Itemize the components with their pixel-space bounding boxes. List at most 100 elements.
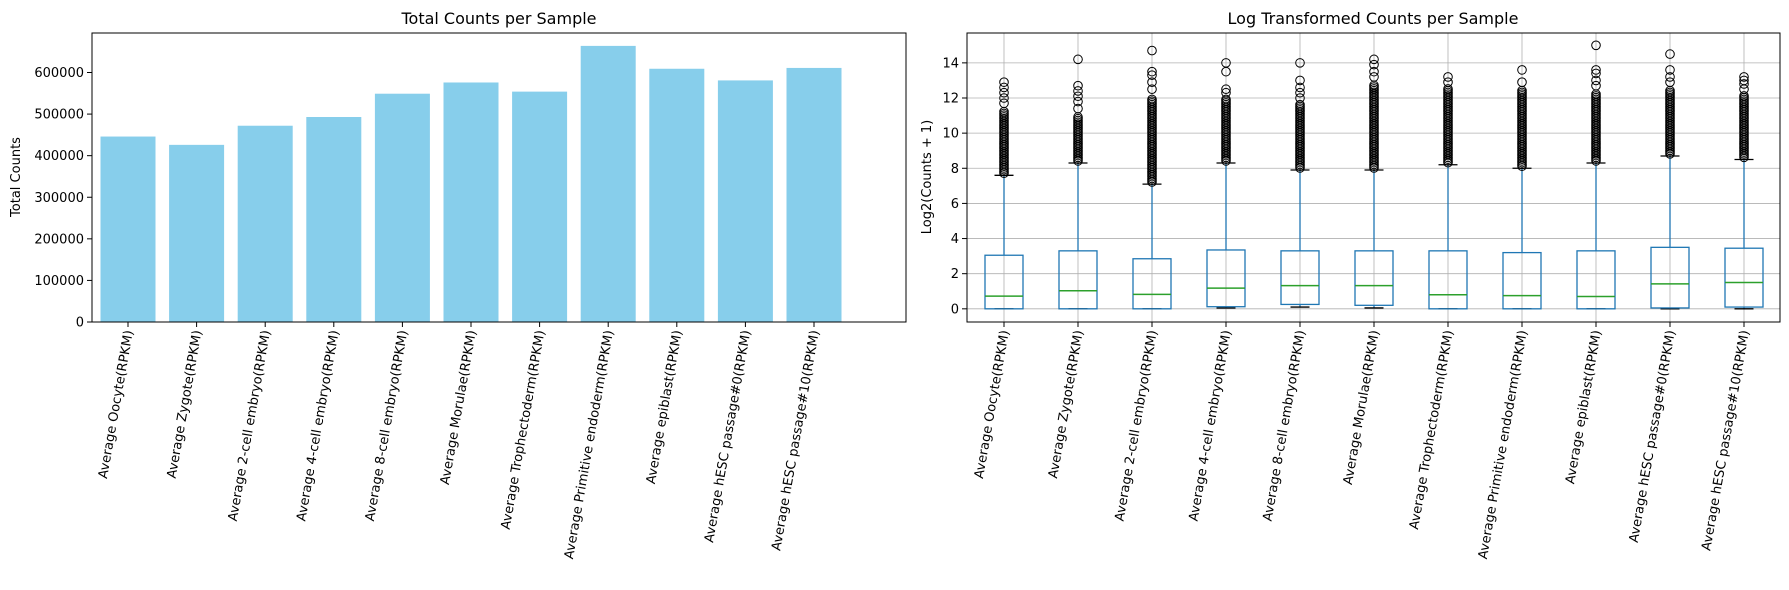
bar-chart-title: Total Counts per Sample <box>400 9 596 28</box>
outlier-point <box>999 93 1009 103</box>
x-tick-label: Average hESC passage#0(RPKM) <box>1627 329 1679 544</box>
box <box>1058 250 1098 310</box>
outlier-point <box>1295 75 1305 86</box>
box <box>1576 250 1616 310</box>
box-group <box>1206 58 1246 309</box>
bar <box>512 91 568 322</box>
bar <box>169 144 225 322</box>
outlier-point <box>1147 94 1157 105</box>
box <box>1354 250 1394 306</box>
x-tick-label: Average 2-cell embryo(RPKM) <box>1113 329 1161 522</box>
box-group <box>1502 65 1542 310</box>
outlier-point <box>1295 58 1305 68</box>
y-tick-label: 200000 <box>34 232 84 247</box>
box-group <box>1576 40 1616 310</box>
y-tick-label: 400000 <box>34 149 84 164</box>
x-tick-label: Average Morulae(RPKM) <box>438 329 480 486</box>
y-tick-label: 12 <box>942 92 959 107</box>
outlier-point <box>1073 80 1083 91</box>
outlier-point <box>999 98 1009 109</box>
outlier-point <box>1591 75 1601 86</box>
outlier-point <box>1443 72 1453 82</box>
box <box>1280 250 1320 306</box>
outlier-point <box>1739 91 1749 101</box>
y-tick-label: 100000 <box>34 274 84 289</box>
box <box>984 254 1024 310</box>
outlier-point <box>1665 77 1675 87</box>
box <box>1132 258 1172 310</box>
outlier-point <box>1665 65 1675 75</box>
outlier-point <box>1147 70 1157 80</box>
bar <box>100 136 156 322</box>
x-tick-label: Average 4-cell embryo(RPKM) <box>294 329 342 522</box>
bar <box>580 45 636 322</box>
bar <box>786 67 842 322</box>
box-group <box>1428 72 1468 310</box>
outlier-point <box>1147 84 1157 95</box>
outlier-point <box>1591 68 1601 79</box>
outlier-point <box>1221 58 1231 68</box>
x-tick-label: Average 4-cell embryo(RPKM) <box>1187 329 1235 522</box>
box-group <box>1354 54 1394 309</box>
outlier-point <box>1073 91 1083 102</box>
outlier-point <box>1665 49 1675 59</box>
outlier-point <box>1147 45 1157 56</box>
bar <box>649 68 705 322</box>
box-chart-yticks: 0 2 4 6 8 10 12 14 <box>942 56 967 317</box>
box-group <box>1058 54 1098 310</box>
y-tick-label: 8 <box>951 162 959 177</box>
y-tick-label: 2 <box>951 267 959 282</box>
bar-chart-bars <box>100 45 842 323</box>
outlier-point <box>1369 54 1379 65</box>
y-tick-label: 6 <box>951 197 959 212</box>
x-tick-label: Average Morulae(RPKM) <box>1341 329 1383 486</box>
box-group <box>1650 49 1690 310</box>
x-tick-label: Average hESC passage#0(RPKM) <box>702 329 754 544</box>
outlier-point <box>1665 72 1675 82</box>
outlier-point <box>1739 72 1749 82</box>
outlier-point <box>1517 77 1527 87</box>
box-group <box>984 77 1024 310</box>
outlier-point <box>1443 84 1453 94</box>
x-tick-label: Average Oocyte(RPKM) <box>972 329 1013 480</box>
outlier-point <box>1073 86 1083 96</box>
y-tick-label: 300000 <box>34 191 84 206</box>
box-chart-panel: Log Transformed Counts per Sample Log2(C… <box>920 9 1781 560</box>
bar <box>443 82 499 322</box>
outlier-point <box>1221 94 1231 105</box>
box-chart-ylabel: Log2(Counts + 1) <box>920 120 935 234</box>
outlier-point <box>1295 93 1305 103</box>
box-group <box>1724 72 1764 310</box>
outlier-point <box>1739 79 1749 89</box>
outlier-point <box>1369 59 1379 70</box>
box-group <box>1280 58 1320 308</box>
outlier-point <box>1443 77 1453 87</box>
bar <box>717 80 773 322</box>
outlier-point <box>1147 77 1157 87</box>
x-tick-label: Average Zygote(RPKM) <box>165 329 206 480</box>
bar-chart-yticks: 0 100000 200000 300000 400000 500000 600000 <box>34 66 92 331</box>
box-chart-axes-frame <box>966 32 1781 323</box>
outlier-point <box>1517 65 1527 75</box>
bar-chart-xticks: Average Oocyte(RPKM) Average Zygote(RPKM)… <box>96 322 823 560</box>
outlier-point <box>1295 99 1305 110</box>
x-tick-label: Average epiblast(RPKM) <box>1563 329 1605 485</box>
x-tick-label: Average Oocyte(RPKM) <box>96 329 137 480</box>
box <box>1502 251 1542 310</box>
x-tick-label: Average Primitive endoderm(RPKM) <box>562 329 617 560</box>
bar <box>237 125 293 323</box>
bar <box>374 93 430 323</box>
x-tick-label: Average 2-cell embryo(RPKM) <box>226 329 274 522</box>
box-group <box>1132 45 1172 310</box>
y-tick-label: 14 <box>942 56 959 71</box>
box <box>1724 247 1764 308</box>
x-tick-label: Average Trophectoderm(RPKM) <box>1407 329 1457 531</box>
outlier-point <box>1369 72 1379 82</box>
y-tick-label: 500000 <box>34 108 84 123</box>
outlier-point <box>1295 87 1305 98</box>
outlier-point <box>1295 82 1305 93</box>
outlier-point <box>1591 65 1601 75</box>
y-tick-label: 600000 <box>34 66 84 81</box>
y-tick-label: 0 <box>951 302 959 317</box>
